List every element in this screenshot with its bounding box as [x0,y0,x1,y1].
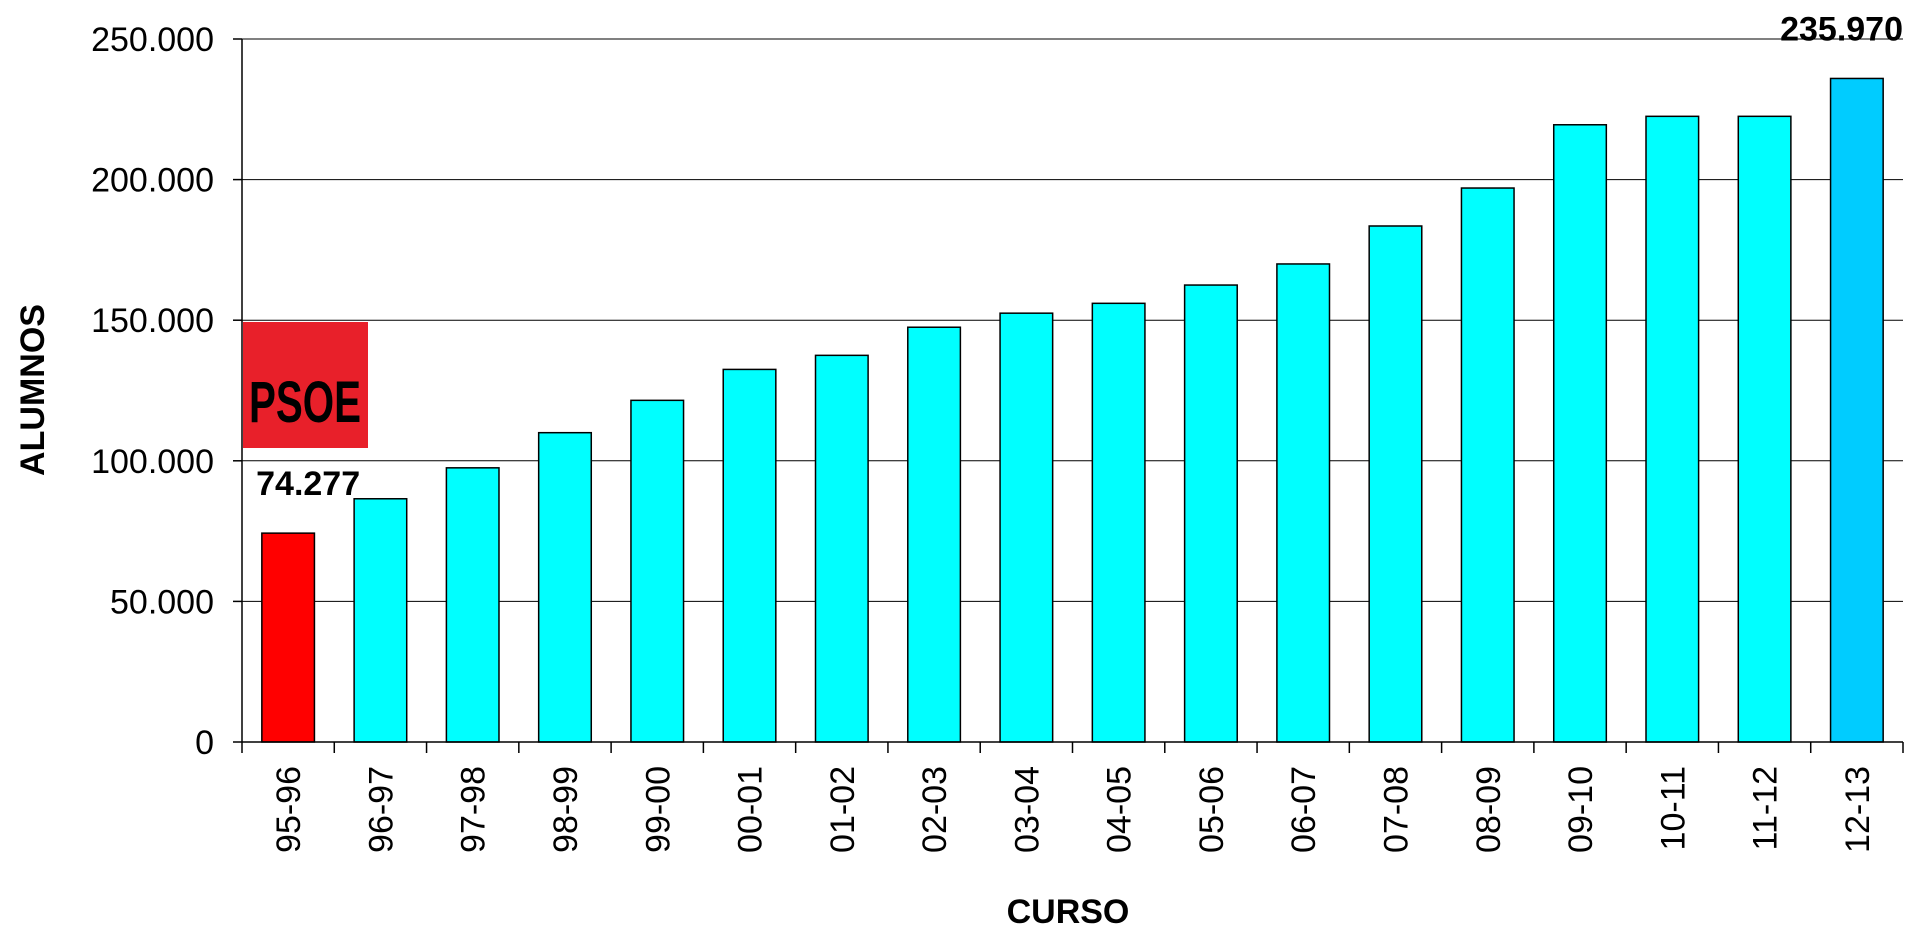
bar [445,467,500,743]
data-labels: 74.277 235.970 [256,10,1903,503]
bar [1276,263,1331,743]
x-tick-labels: 95-96 96-97 97-98 98-99 99-00 00-01 01-02 02-03… [270,766,1877,853]
bar [722,368,777,743]
psoe-logo: PSOE [243,322,368,448]
y-tick-label: 0 [195,724,214,762]
x-tick-label: 95-96 [270,766,308,853]
psoe-logo-text: PSOE [249,370,361,435]
y-tick-label: 150.000 [91,302,214,340]
bars [261,77,1884,743]
x-tick-label: 09-10 [1562,766,1600,853]
y-tick-label: 50.000 [110,583,214,621]
x-tick-label: 05-06 [1193,766,1231,853]
y-tick-label: 200.000 [91,162,214,200]
axes [233,38,1904,753]
x-tick-label: 03-04 [1008,766,1046,853]
bar [1737,115,1792,743]
data-label: 235.970 [1780,10,1903,48]
bar [814,354,869,743]
bar [1460,187,1515,743]
bar [261,532,316,743]
bar [537,431,593,743]
x-tick-label: 04-05 [1101,766,1139,853]
gridlines [242,38,1903,602]
bar [1368,225,1423,743]
y-axis-title: ALUMNOS [14,304,52,476]
x-tick-label: 99-00 [639,766,677,853]
bar [1829,77,1884,743]
x-tick-label: 11-12 [1747,766,1785,850]
bar [630,399,685,743]
x-tick-label: 01-02 [824,766,862,853]
bar [1645,115,1700,743]
bar [353,498,408,743]
x-tick-label: 10-11 [1654,766,1692,850]
x-tick-label: 97-98 [455,766,493,853]
x-tick-label: 12-13 [1839,766,1877,853]
bar [1091,302,1146,743]
y-tick-labels: 0 50.000 100.000 150.000 200.000 250.000 [91,21,214,762]
psoe-logo-background [243,322,368,448]
x-tick-label: 98-99 [547,766,585,853]
x-axis-title: CURSO [1007,893,1130,925]
x-tick-label: 08-09 [1470,766,1508,853]
x-tick-label: 02-03 [916,766,954,853]
x-tick-label: 07-08 [1377,766,1415,853]
x-tick-label: 06-07 [1285,766,1323,853]
bar [907,326,962,743]
y-tick-label: 250.000 [91,21,214,59]
y-tick-label: 100.000 [91,443,214,481]
bar [999,312,1054,743]
x-tick-label: 96-97 [362,766,400,853]
x-tick-label: 00-01 [732,766,770,853]
data-label: 74.277 [256,465,360,503]
bar [1183,284,1238,743]
bar [1552,124,1608,743]
